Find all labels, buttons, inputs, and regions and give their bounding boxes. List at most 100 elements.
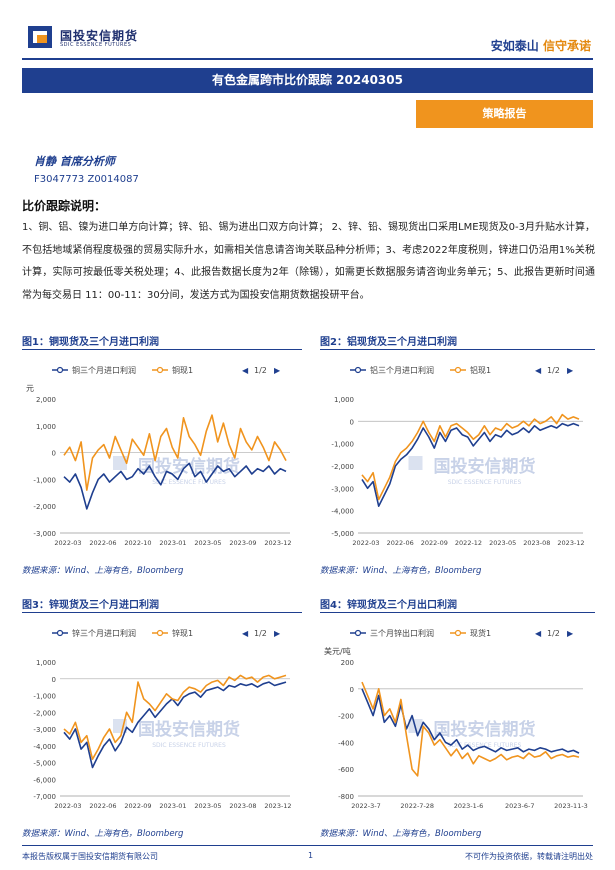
y-tick-label: 0: [350, 686, 354, 694]
legend-pager: 1/2: [547, 629, 560, 638]
x-tick-label: 2022-03: [352, 539, 379, 547]
section-heading: 比价跟踪说明：: [22, 199, 107, 213]
watermark-text: 国投安信期货: [434, 456, 536, 477]
y-tick-label: -3,000: [331, 485, 354, 493]
header-divider: [22, 58, 593, 60]
y-tick-label: -400: [338, 739, 354, 747]
legend-label: 三个月锌出口利润: [370, 628, 434, 638]
y-tick-label: -4,000: [331, 508, 354, 516]
y-tick-label: 200: [341, 659, 354, 667]
y-tick-label: -5,000: [33, 760, 56, 768]
line-chart: 铜三个月进口利润 铜现1 ◀ 1/2 ▶ 元2,000 1,000 0 -1,000 -2,000…: [26, 365, 292, 547]
x-tick-label: 2022-10: [124, 539, 151, 547]
x-tick-label: 2023-01: [159, 539, 186, 547]
legend-label: 铝现1: [470, 365, 491, 375]
slogan-main: 安如泰山: [490, 39, 539, 53]
legend-next-icon[interactable]: ▶: [274, 629, 281, 638]
figure-4: 图4：锌现货及三个月出口利润 数据来源：Wind、上海有色，Bloomberg 三个…: [320, 596, 595, 841]
legend-label: 锌现1: [172, 628, 193, 638]
y-tick-label: 0: [350, 418, 354, 426]
series-line-1: [361, 688, 580, 754]
watermark-subtext: SDIC ESSENCE FUTURES: [448, 479, 522, 486]
legend-next-icon[interactable]: ▶: [567, 366, 574, 375]
y-tick-label: -3,000: [33, 530, 56, 538]
intro-paragraph: 1、铜、铝、镍为进口单方向计算；锌、铅、锡为进出口双方向计算； 2、锌、铅、锡现…: [22, 222, 595, 301]
legend-prev-icon[interactable]: ◀: [242, 629, 249, 638]
x-tick-label: 2023-01: [159, 802, 186, 810]
y-tick-label: -6,000: [33, 776, 56, 784]
legend-marker: [56, 629, 64, 637]
y-tick-label: 1,000: [334, 396, 354, 404]
y-tick-label: -4,000: [33, 743, 56, 751]
x-tick-label: 2023-1-6: [454, 802, 484, 810]
y-tick-label: 1,000: [36, 659, 56, 667]
x-tick-label: 2023-12: [557, 539, 584, 547]
y-tick-label: -600: [338, 766, 354, 774]
legend-next-icon[interactable]: ▶: [274, 366, 281, 375]
company-name-cn: 国投安信期货: [60, 29, 139, 43]
legend-prev-icon[interactable]: ◀: [535, 629, 542, 638]
figure-title-rule: [320, 349, 595, 350]
legend-marker: [354, 629, 362, 637]
figure-1: 图1：铜现货及三个月进口利润 数据来源：Wind、上海有色，Bloomberg 铜三…: [22, 333, 302, 578]
y-tick-label: -2,000: [33, 709, 56, 717]
legend-marker: [156, 629, 164, 637]
footer-divider: [22, 845, 593, 846]
x-tick-label: 2023-05: [194, 539, 221, 547]
figure-source: 数据来源：Wind、上海有色，Bloomberg: [320, 566, 482, 576]
y-tick-label: 0: [52, 450, 56, 458]
y-tick-label: -200: [338, 713, 354, 721]
watermark-text: 国投安信期货: [434, 719, 536, 740]
y-tick-label: -1,000: [33, 693, 56, 701]
legend-pager: 1/2: [547, 366, 560, 375]
series-line-1: [63, 681, 287, 769]
y-tick-label: -5,000: [331, 530, 354, 538]
watermark-logo: [113, 456, 127, 470]
axis-unit: 美元/吨: [324, 646, 351, 656]
watermark-subtext: SDIC ESSENCE FUTURES: [448, 742, 522, 749]
x-tick-label: 2022-3-7: [351, 802, 381, 810]
analyst-license: F3047773 Z0014087: [34, 174, 139, 185]
series-line-1: [361, 422, 580, 507]
x-tick-label: 2022-7-28: [400, 802, 434, 810]
slogan-accent: 信守承诺: [542, 39, 591, 53]
page-number: 1: [308, 851, 314, 860]
legend-prev-icon[interactable]: ◀: [242, 366, 249, 375]
figure-3: 图3：锌现货及三个月进口利润 数据来源：Wind、上海有色，Bloomberg 锌三…: [22, 596, 302, 841]
legend-label: 铜三个月进口利润: [72, 365, 136, 375]
slogan: 安如泰山 信守承诺: [491, 37, 591, 54]
watermark-logo: [408, 456, 423, 470]
x-tick-label: 2022-12: [455, 539, 482, 547]
x-tick-label: 2023-11-3: [554, 802, 588, 810]
figure-2: 图2：铝现货及三个月进口利润数据来源：Wind、上海有色，Bloomberg 铝三…: [320, 333, 595, 578]
figure-title: 图2：铝现货及三个月进口利润: [320, 337, 457, 348]
legend-label: 铝三个月进口利润: [370, 365, 434, 375]
legend-marker: [56, 366, 64, 374]
x-tick-label: 2022-03: [54, 539, 81, 547]
x-tick-label: 2023-08: [229, 802, 256, 810]
series-line-2: [361, 413, 580, 501]
company-name-en: SDIC ESSENCE FUTURES: [60, 42, 132, 48]
legend-prev-icon[interactable]: ◀: [535, 366, 542, 375]
legend-marker: [354, 366, 362, 374]
y-tick-label: -2,000: [331, 463, 354, 471]
figure-title: 图3：锌现货及三个月进口利润: [22, 600, 159, 611]
figure-title-rule: [320, 612, 595, 613]
legend-next-icon[interactable]: ▶: [567, 629, 574, 638]
watermark-subtext: SDIC ESSENCE FUTURES: [152, 742, 226, 749]
watermark-text: 国投安信期货: [138, 719, 240, 740]
figure-title-rule: [22, 612, 302, 613]
x-tick-label: 2022-09: [421, 539, 448, 547]
x-tick-label: 2022-09: [124, 802, 151, 810]
legend-marker: [454, 629, 462, 637]
x-tick-label: 2022-06: [89, 802, 116, 810]
x-tick-label: 2023-08: [523, 539, 550, 547]
y-tick-label: -2,000: [33, 503, 56, 511]
series-line-1: [63, 462, 287, 510]
legend-label: 现货1: [470, 628, 491, 638]
y-tick-label: -800: [338, 793, 354, 801]
series-line-2: [361, 681, 580, 777]
footer-disclaimer: 不可作为投资依据，转载请注明出处: [465, 852, 593, 861]
x-tick-label: 2023-12: [264, 539, 291, 547]
figure-title-rule: [22, 349, 302, 350]
